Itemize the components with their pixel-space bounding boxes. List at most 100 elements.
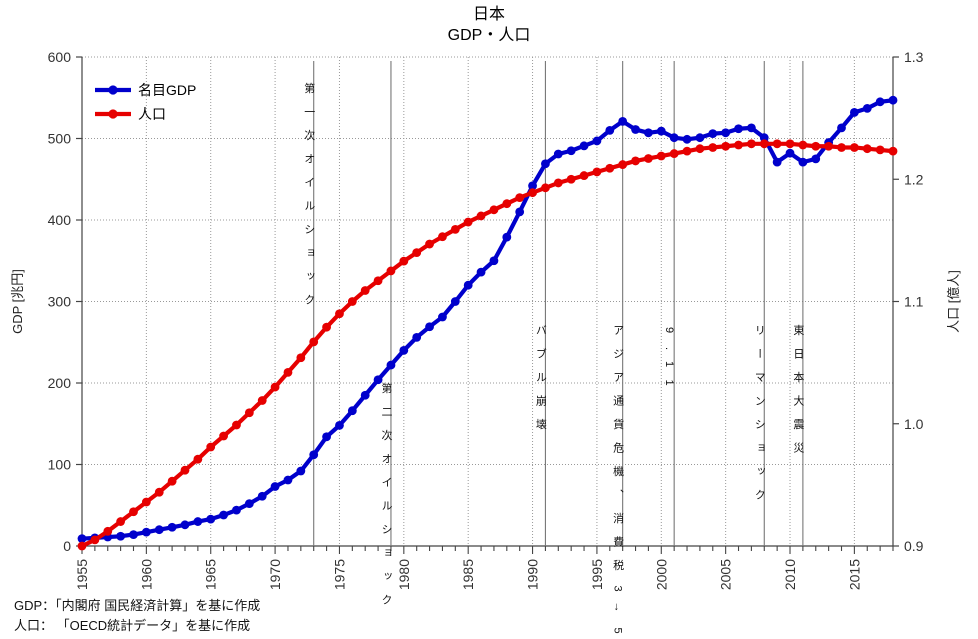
data-point bbox=[103, 526, 113, 536]
data-point bbox=[425, 239, 434, 249]
data-point bbox=[77, 541, 87, 551]
data-point bbox=[296, 353, 306, 363]
data-point bbox=[656, 151, 666, 161]
tick-label-bottom: 1990 bbox=[525, 559, 541, 590]
data-point bbox=[605, 125, 615, 135]
tick-label-right: 1.0 bbox=[904, 416, 924, 432]
legend-marker bbox=[108, 109, 118, 119]
tick-label-right: 1.3 bbox=[904, 49, 924, 65]
data-point bbox=[682, 146, 692, 156]
tick-label-bottom: 2000 bbox=[653, 559, 669, 590]
data-point bbox=[116, 517, 126, 526]
tick-label-left: 300 bbox=[48, 294, 72, 310]
data-point bbox=[450, 297, 460, 306]
chart-title-line2: GDP・人口 bbox=[447, 27, 531, 44]
data-point bbox=[579, 141, 589, 151]
data-point bbox=[515, 193, 525, 202]
data-point bbox=[322, 322, 331, 332]
data-point bbox=[695, 133, 705, 143]
data-point bbox=[837, 143, 846, 152]
data-point bbox=[476, 211, 486, 221]
tick-label-left: 600 bbox=[48, 49, 72, 65]
data-point bbox=[360, 286, 370, 295]
series-line-gdp bbox=[79, 98, 896, 541]
tick-label-bottom: 2005 bbox=[718, 559, 734, 590]
tick-label-bottom: 1955 bbox=[74, 559, 90, 590]
data-point bbox=[785, 139, 795, 149]
data-point bbox=[695, 144, 705, 154]
data-point bbox=[811, 141, 821, 151]
data-point bbox=[708, 143, 718, 152]
tick-label-bottom: 1980 bbox=[396, 559, 412, 590]
data-point bbox=[270, 482, 280, 491]
data-point bbox=[489, 256, 499, 266]
data-point bbox=[206, 514, 216, 524]
data-point bbox=[759, 133, 769, 143]
data-point bbox=[515, 207, 525, 217]
data-point bbox=[257, 396, 267, 405]
data-point bbox=[888, 146, 898, 156]
data-point bbox=[837, 123, 846, 133]
data-point bbox=[849, 143, 859, 152]
data-point bbox=[322, 432, 331, 442]
data-point bbox=[347, 297, 357, 306]
data-point bbox=[373, 375, 383, 385]
data-point bbox=[644, 128, 653, 138]
tick-label-bottom: 1995 bbox=[589, 559, 605, 590]
data-point bbox=[141, 527, 151, 537]
tick-label-bottom: 1960 bbox=[138, 559, 154, 590]
data-point bbox=[463, 217, 473, 227]
data-point bbox=[669, 133, 679, 143]
tick-label-bottom: 1970 bbox=[267, 559, 283, 590]
data-point bbox=[412, 248, 422, 257]
data-point bbox=[77, 534, 87, 544]
data-point bbox=[283, 368, 293, 377]
data-point bbox=[219, 431, 229, 441]
data-point bbox=[541, 159, 550, 169]
data-point bbox=[592, 136, 602, 146]
data-point bbox=[579, 171, 589, 180]
annotation-label: リーマンショック bbox=[753, 325, 765, 501]
data-point bbox=[772, 157, 782, 167]
data-point bbox=[116, 531, 126, 541]
data-point bbox=[746, 139, 756, 149]
data-point bbox=[862, 144, 872, 154]
data-point bbox=[244, 499, 254, 509]
series-line-population bbox=[79, 141, 896, 549]
data-point bbox=[528, 188, 537, 198]
data-point bbox=[489, 205, 499, 215]
data-point bbox=[605, 163, 615, 173]
data-point bbox=[180, 465, 190, 475]
data-point bbox=[283, 475, 293, 485]
legend-label: 名目GDP bbox=[138, 82, 196, 98]
data-point bbox=[618, 116, 628, 126]
data-point bbox=[270, 382, 280, 392]
data-point bbox=[296, 466, 306, 476]
data-point bbox=[219, 510, 229, 520]
data-point bbox=[386, 360, 396, 370]
data-point bbox=[129, 507, 138, 517]
data-point bbox=[592, 167, 602, 177]
data-point bbox=[309, 337, 319, 347]
data-point bbox=[476, 267, 486, 277]
tick-label-bottom: 1975 bbox=[331, 559, 347, 590]
data-point bbox=[682, 134, 692, 144]
data-point bbox=[541, 183, 550, 193]
data-point bbox=[450, 224, 460, 234]
data-point bbox=[232, 505, 241, 515]
tick-label-bottom: 2015 bbox=[846, 559, 862, 590]
tick-label-left: 500 bbox=[48, 131, 72, 147]
data-point bbox=[708, 129, 718, 139]
data-point bbox=[824, 141, 834, 151]
data-point bbox=[425, 322, 434, 332]
data-point bbox=[335, 420, 344, 430]
data-point bbox=[721, 141, 731, 151]
data-point bbox=[746, 123, 756, 133]
data-point bbox=[759, 139, 769, 149]
data-point bbox=[618, 160, 628, 169]
data-point bbox=[734, 124, 743, 134]
data-point bbox=[734, 140, 743, 150]
